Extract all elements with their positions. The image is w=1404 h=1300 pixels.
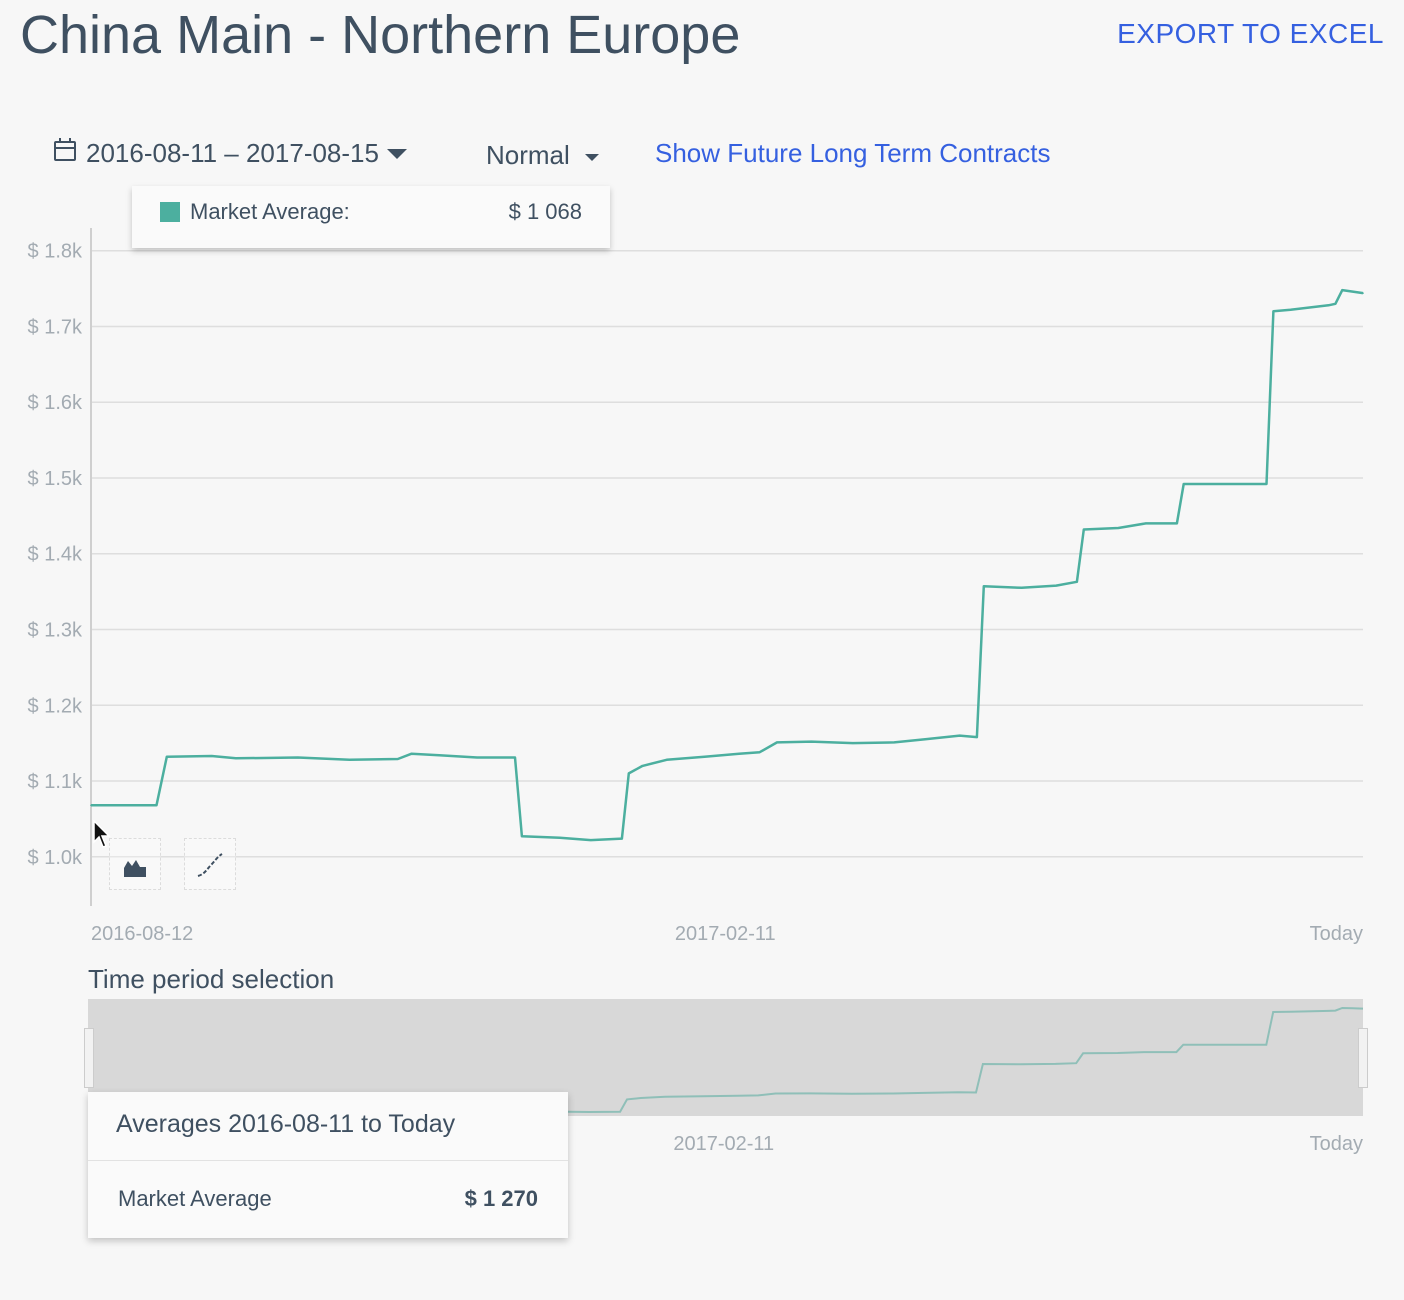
data-point bbox=[1055, 584, 1058, 587]
x-tick-label: 2017-02-11 bbox=[675, 923, 776, 945]
y-tick-label: $ 1.3k bbox=[28, 619, 83, 641]
chevron-down-icon bbox=[386, 148, 407, 159]
data-point bbox=[90, 804, 92, 807]
data-point bbox=[1351, 290, 1354, 293]
tooltip-label: Market Average: bbox=[190, 199, 350, 224]
data-point bbox=[521, 835, 523, 838]
data-point bbox=[1176, 522, 1178, 525]
data-point bbox=[1265, 483, 1268, 485]
x-tick-label: 2016-08-12 bbox=[91, 923, 193, 945]
data-point bbox=[621, 837, 623, 840]
y-tick-label: $ 1.2k bbox=[28, 695, 83, 717]
chart-tooltip: Market Average: $ 1 068 bbox=[132, 186, 610, 248]
data-point bbox=[1020, 587, 1023, 589]
mode-label: Normal bbox=[486, 140, 570, 170]
data-point bbox=[641, 765, 644, 767]
data-point bbox=[1145, 522, 1147, 525]
y-tick-label: $ 1.4k bbox=[28, 544, 83, 566]
calendar-icon bbox=[54, 137, 76, 161]
averages-panel: Averages 2016-08-11 to Today Market Aver… bbox=[88, 1092, 568, 1238]
data-point bbox=[155, 804, 158, 807]
data-point bbox=[348, 758, 351, 761]
tooltip-value: $ 1 068 bbox=[508, 199, 582, 224]
time-period-label: Time period selection bbox=[88, 964, 335, 994]
data-point bbox=[958, 734, 961, 737]
navigator-right-handle[interactable] bbox=[1358, 1028, 1368, 1088]
averages-label: Market Average bbox=[118, 1186, 272, 1211]
data-point bbox=[1334, 302, 1337, 305]
data-point bbox=[476, 756, 478, 759]
data-point bbox=[559, 837, 561, 839]
data-point bbox=[758, 751, 761, 754]
y-axis-ticks: $ 1.0k $ 1.1k $ 1.2k $ 1.3k $ 1.4k $ 1.5k $ 1.… bbox=[28, 241, 83, 869]
data-point bbox=[590, 839, 592, 841]
series-line-market-average bbox=[91, 288, 1364, 842]
y-tick-label: $ 1.0k bbox=[28, 847, 83, 869]
data-point bbox=[410, 752, 413, 755]
divider bbox=[88, 1160, 568, 1161]
data-point bbox=[976, 736, 978, 738]
data-point bbox=[852, 742, 854, 744]
page-title: China Main - Northern Europe bbox=[20, 5, 741, 65]
data-point bbox=[1341, 289, 1344, 291]
area-chart-button[interactable] bbox=[109, 838, 161, 890]
data-point bbox=[234, 757, 237, 760]
data-point bbox=[924, 738, 927, 741]
data-point bbox=[1289, 309, 1292, 311]
mouse-cursor-icon bbox=[93, 820, 111, 848]
data-point bbox=[1362, 292, 1364, 294]
data-point bbox=[983, 585, 985, 588]
navigator-x-tick-label: 2017-02-11 bbox=[673, 1133, 774, 1155]
data-point bbox=[396, 758, 399, 760]
data-point bbox=[703, 755, 706, 758]
y-tick-label: $ 1.7k bbox=[28, 316, 83, 338]
navigator-left-handle[interactable] bbox=[84, 1028, 94, 1088]
navigator-x-ticks: 2017-02-11 Today bbox=[673, 1133, 1363, 1155]
data-point bbox=[665, 758, 668, 761]
data-point bbox=[1182, 483, 1185, 485]
y-tick-label: $ 1.5k bbox=[28, 468, 83, 490]
line-chart-button[interactable] bbox=[184, 838, 236, 890]
chart-controls: 2016-08-11 – 2017-08-15 Normal Show Futu… bbox=[54, 134, 1054, 174]
export-to-excel-link[interactable]: EXPORT TO EXCEL bbox=[1117, 18, 1384, 49]
data-point bbox=[776, 741, 778, 744]
y-tick-label: $ 1.6k bbox=[28, 392, 83, 414]
mode-dropdown[interactable]: Normal bbox=[486, 140, 600, 171]
x-axis-ticks: 2016-08-12 2017-02-11 Today bbox=[91, 923, 1363, 945]
data-point bbox=[1082, 528, 1085, 531]
navigator-x-tick-label: Today bbox=[1310, 1133, 1363, 1155]
grid-lines bbox=[91, 249, 1363, 858]
future-contracts-link[interactable]: Show Future Long Term Contracts bbox=[655, 138, 1051, 168]
data-point bbox=[514, 756, 516, 759]
date-range-picker[interactable]: 2016-08-11 – 2017-08-15 bbox=[54, 137, 407, 169]
data-point bbox=[1220, 483, 1223, 485]
area-chart-icon bbox=[124, 860, 146, 877]
data-point bbox=[1272, 310, 1275, 313]
data-point bbox=[166, 755, 168, 758]
data-point bbox=[1076, 580, 1078, 583]
y-tick-label: $ 1.1k bbox=[28, 771, 83, 793]
data-point bbox=[1327, 304, 1330, 307]
date-range-label: 2016-08-11 – 2017-08-15 bbox=[86, 138, 379, 168]
data-point bbox=[438, 754, 440, 757]
data-point bbox=[297, 756, 299, 759]
line-chart-icon bbox=[197, 853, 223, 877]
x-tick-label: Today bbox=[1310, 923, 1363, 945]
data-point bbox=[1117, 527, 1120, 529]
data-point bbox=[627, 772, 630, 775]
data-point bbox=[210, 755, 213, 757]
data-point bbox=[810, 740, 813, 743]
series-points bbox=[90, 289, 1364, 841]
data-point bbox=[738, 752, 740, 755]
y-tick-label: $ 1.8k bbox=[28, 241, 83, 263]
data-point bbox=[893, 741, 895, 744]
chevron-down-icon bbox=[585, 153, 600, 161]
averages-value: $ 1 270 bbox=[464, 1186, 538, 1211]
legend-swatch bbox=[160, 202, 180, 222]
averages-title: Averages 2016-08-11 to Today bbox=[116, 1110, 456, 1138]
